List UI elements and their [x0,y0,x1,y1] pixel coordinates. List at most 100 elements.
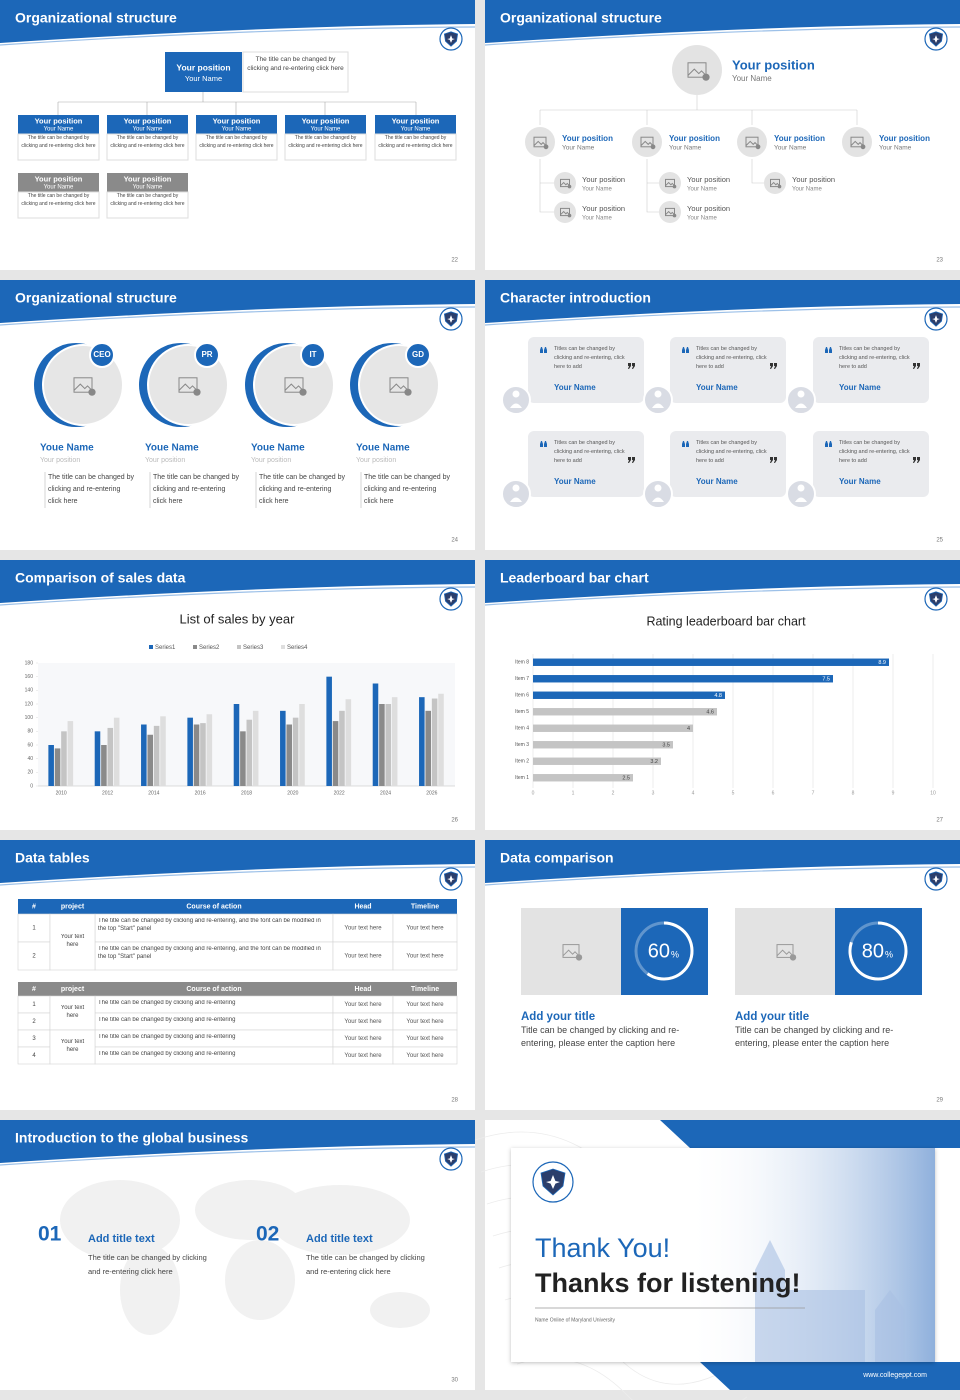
member-text: The title can be changed by clicking and… [259,474,345,505]
position-text: Your position [35,174,83,183]
timeline-cell: Your text here [406,954,444,960]
icon-mountain [560,210,570,216]
avatar-circle [659,172,681,194]
description-text: The title can be changed by clicking and… [288,135,363,149]
quote-text-box: Titles can be changed by clicking and re… [554,440,625,465]
quote-mark [770,363,777,369]
member-position: Your position [356,457,396,464]
position-header [107,173,188,192]
slide-title: Organizational structure [15,10,177,26]
logo-star [546,1175,560,1189]
header-accent [0,866,476,886]
x-tick-label: 9 [892,790,895,796]
icon-frame [770,178,780,188]
website: www.collegeppt.com [862,1372,927,1379]
table-cell [392,941,458,971]
data-label: 4.8 [714,693,722,699]
bar [286,724,292,786]
slide: Introduction to the global business 30 01 A… [0,1120,476,1390]
bar [385,704,392,786]
y-tick-label: Item 6 [515,693,529,699]
member-text-box: The title can be changed by clicking and… [364,474,450,505]
quote-text-box: Titles can be changed by clicking and re… [839,440,910,465]
x-tick-label: 2018 [241,790,252,796]
icon-plus [567,213,572,218]
position-text: Your position [35,116,83,125]
image-placeholder-icon [284,377,307,396]
bar [193,724,200,786]
x-tick-label: 0 [532,790,535,796]
legend-label: Series4 [287,645,308,651]
note-text-box: The title can be changed by clicking and… [247,56,343,72]
y-tick-label: Item 8 [515,660,529,666]
timeline-cell: Your text here [406,1019,444,1025]
page-number: 28 [451,1098,458,1104]
ring-arc [848,921,908,981]
bar [187,717,193,786]
icon-plus [755,144,761,150]
bar [54,748,61,786]
description-text: The title can be changed by clicking and… [199,135,274,149]
header-cell: project [61,986,85,993]
badge [300,342,326,368]
action-cell: The title can be changed by clicking and… [98,918,321,932]
bar [326,676,332,786]
bar [339,710,345,786]
project-cell-box: Your text here [60,1005,85,1019]
name-text: Your Name [687,187,717,193]
icon-plus [789,954,797,961]
timeline-cell: Your text here [406,1053,444,1059]
item-text-box: The title can be changed by clicking and… [88,1253,207,1276]
project-cell: Your text here [60,1005,85,1019]
description-text: The title can be changed by clicking and… [110,193,185,207]
name-text: Your Name [185,74,222,83]
bar [345,699,352,786]
icon-frame [665,178,675,188]
icon-frame [687,62,707,78]
quote-text: Titles can be changed by clicking and re… [839,440,910,465]
table-cell [392,913,458,943]
header-accent [0,586,476,606]
bar [379,704,385,786]
avatar-circle [630,125,664,159]
quote-name: Your Name [554,477,596,486]
avatar [501,385,531,415]
action-cell-box: The title can be changed by clicking and… [98,1034,235,1040]
image-panel [735,908,835,995]
bar [533,708,717,716]
icon-plus [575,954,583,961]
logo-star [932,595,940,603]
quote-text: Titles can be changed by clicking and re… [554,440,625,465]
action-cell: The title can be changed by clicking and… [98,946,321,960]
description-text: The title can be changed by clicking and… [21,193,96,207]
image-placeholder-icon [665,207,677,218]
x-tick-label: 2016 [195,790,206,796]
y-tick-label: Item 3 [515,742,529,748]
header-band [485,0,960,43]
x-tick-label: 2024 [380,790,391,796]
position-text: Your position [392,116,440,125]
description-text: The title can be changed by clicking and… [378,135,453,149]
name-text: Your Name [133,185,163,191]
card-text: Title can be changed by clicking and re-… [735,1025,894,1049]
quote-mark [628,363,635,369]
connector [57,92,417,115]
quote-name: Your Name [696,477,738,486]
quote-text-box: Titles can be changed by clicking and re… [839,346,910,370]
badge [89,342,115,368]
top-position-box [165,52,242,92]
bar [419,697,425,786]
header-cell: # [32,986,36,993]
icon-plus [543,144,549,150]
page-number: 22 [451,258,458,264]
position-text: Your position [774,134,825,143]
icon-frame [745,136,759,148]
name-text: Your Name [562,145,595,152]
description-box [284,133,367,161]
map-silhouette [60,1180,180,1260]
icon-plus [650,144,656,150]
corner-band [700,1362,960,1390]
quote-mark [540,441,547,447]
y-tick-label: Item 1 [515,775,529,781]
